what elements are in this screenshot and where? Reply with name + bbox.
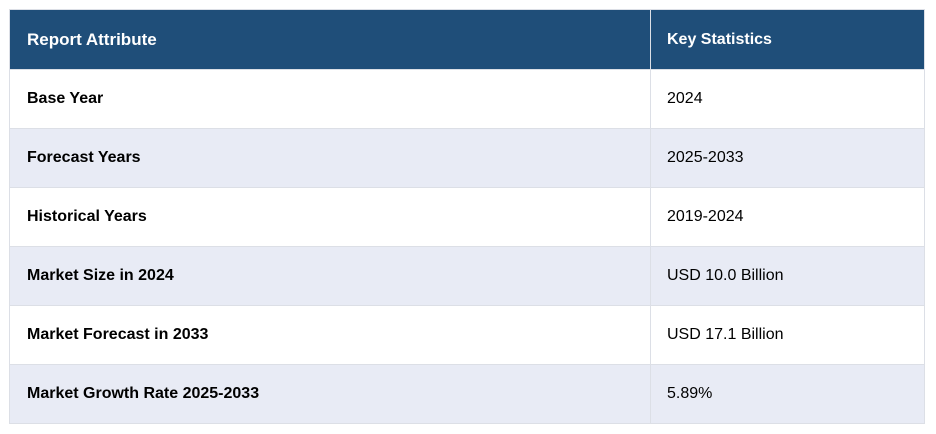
table-row: Forecast Years 2025-2033 (9, 128, 925, 188)
row-value: 5.89% (650, 364, 925, 424)
row-attribute: Market Size in 2024 (9, 246, 651, 306)
row-value: USD 17.1 Billion (650, 305, 925, 365)
table-row: Market Forecast in 2033 USD 17.1 Billion (9, 305, 925, 365)
table-row: Historical Years 2019-2024 (9, 187, 925, 247)
table-row: Base Year 2024 (9, 69, 925, 129)
row-value: USD 10.0 Billion (650, 246, 925, 306)
header-key-statistics: Key Statistics (650, 9, 925, 70)
row-value: 2019-2024 (650, 187, 925, 247)
header-report-attribute: Report Attribute (9, 9, 651, 70)
row-attribute: Market Forecast in 2033 (9, 305, 651, 365)
row-value: 2025-2033 (650, 128, 925, 188)
table-row: Market Growth Rate 2025-2033 5.89% (9, 364, 925, 424)
table-row: Market Size in 2024 USD 10.0 Billion (9, 246, 925, 306)
report-attributes-table: Report Attribute Key Statistics Base Yea… (9, 9, 925, 424)
report-table-container: Report Attribute Key Statistics Base Yea… (9, 9, 925, 424)
table-header-row: Report Attribute Key Statistics (9, 9, 925, 70)
row-attribute: Historical Years (9, 187, 651, 247)
row-attribute: Market Growth Rate 2025-2033 (9, 364, 651, 424)
row-attribute: Forecast Years (9, 128, 651, 188)
row-value: 2024 (650, 69, 925, 129)
row-attribute: Base Year (9, 69, 651, 129)
